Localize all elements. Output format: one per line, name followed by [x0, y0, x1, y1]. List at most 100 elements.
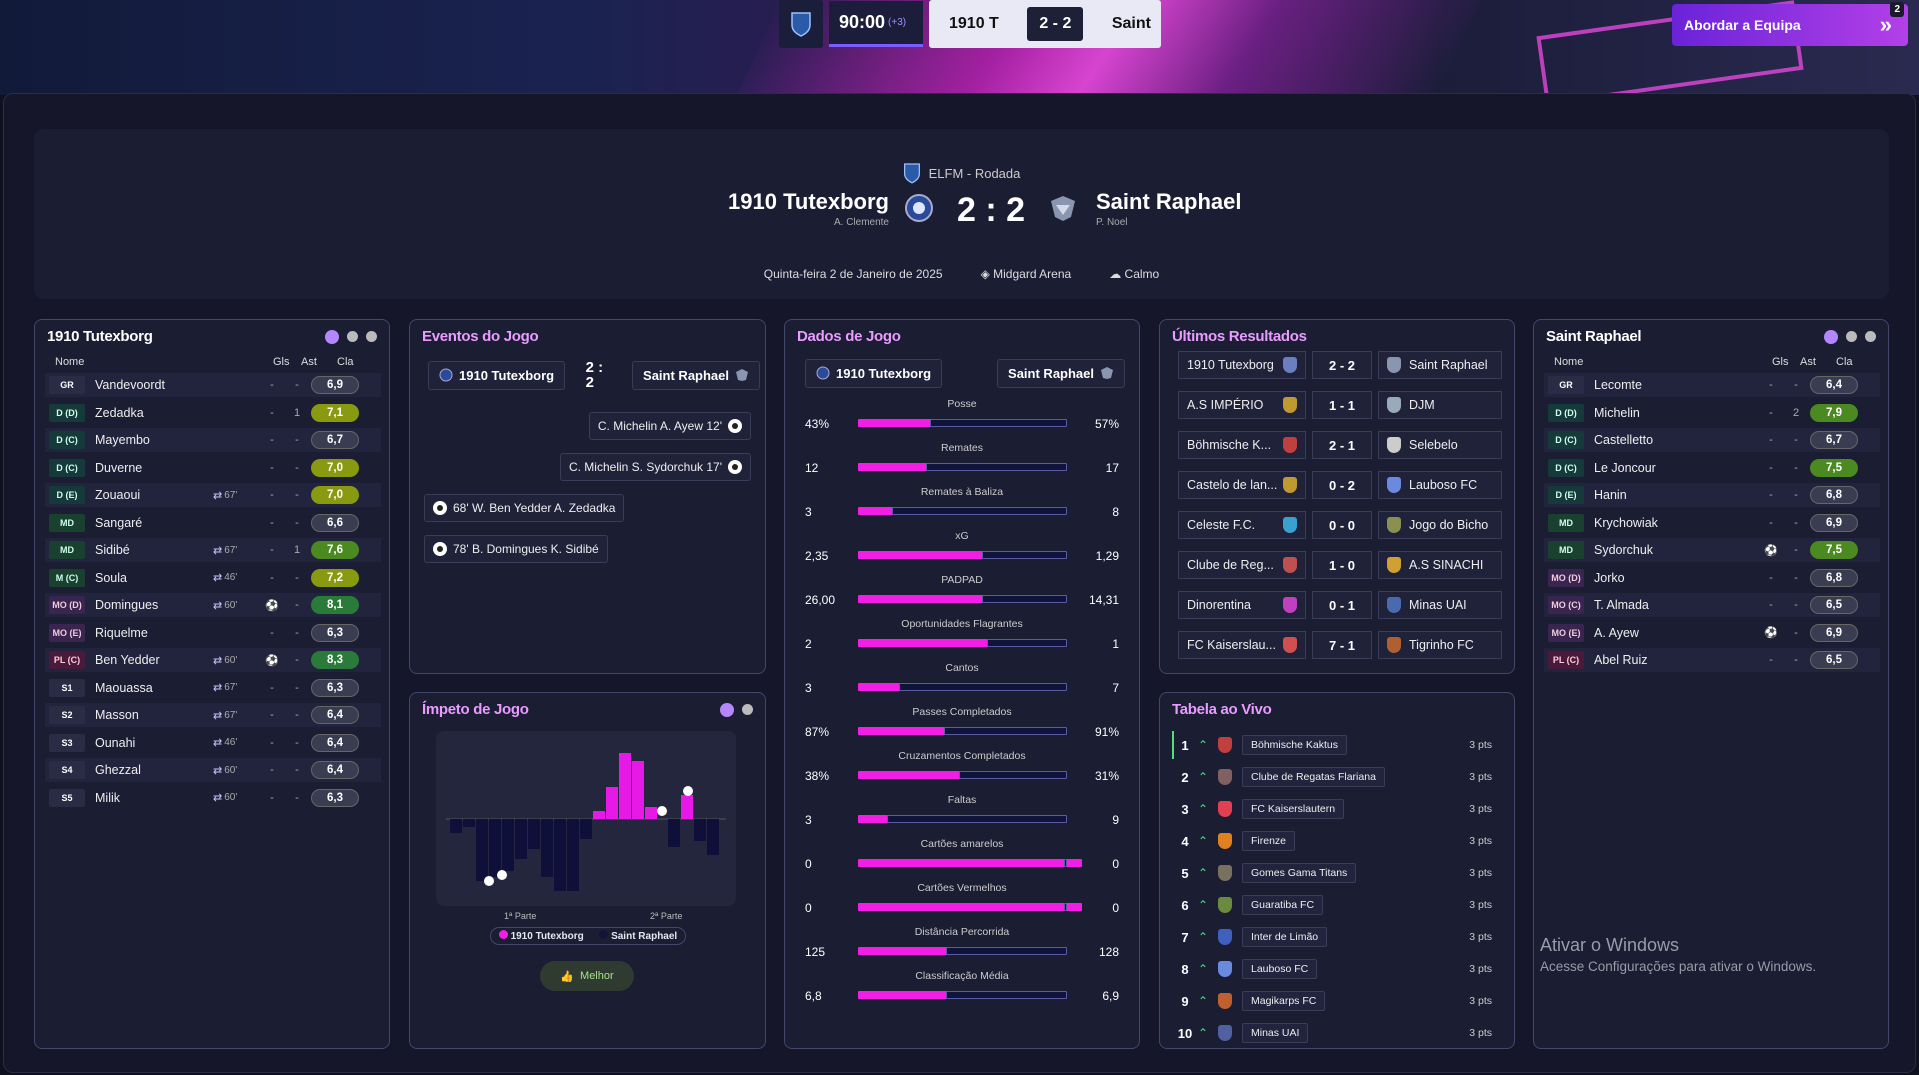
player-row[interactable]: MD Sidibé ⇄ 67' - 1 7,6 — [45, 538, 381, 562]
home-team-name[interactable]: 1910 Tutexborg A. Clemente — [728, 189, 889, 228]
player-row[interactable]: MD Sangaré - -6,6 — [45, 511, 381, 535]
player-row[interactable]: D (C) Le Joncour - -7,5 — [1544, 456, 1880, 480]
player-row[interactable]: MD Krychowiak - -6,9 — [1544, 511, 1880, 535]
event-goal[interactable]: C. Michelin A. Ayew 12' — [588, 412, 751, 440]
table-row[interactable]: 10 ⌃ Minas UAI 3 pts — [1172, 1019, 1502, 1047]
view-toggle-dot[interactable] — [742, 704, 753, 715]
table-row[interactable]: 2 ⌃ Clube de Regatas Flariana 3 pts — [1172, 763, 1502, 791]
table-row[interactable]: 4 ⌃ Firenze 3 pts — [1172, 827, 1502, 855]
table-row[interactable]: 9 ⌃ Magikarps FC 3 pts — [1172, 987, 1502, 1015]
substitution-icon: ⇄ — [213, 737, 223, 749]
player-row[interactable]: GR Lecomte - -6,4 — [1544, 373, 1880, 397]
player-name: Hanin — [1594, 488, 1627, 502]
club-crest-icon — [1387, 357, 1401, 373]
player-row[interactable]: MO (E) Riquelme - -6,3 — [45, 621, 381, 645]
result-row[interactable]: Dinorentina 0 - 1 Minas UAI — [1178, 591, 1504, 619]
club-crest-icon — [1387, 477, 1401, 493]
player-row[interactable]: D (D) Michelin - 2 7,9 — [1544, 401, 1880, 425]
player-row[interactable]: D (D) Zedadka - 1 7,1 — [45, 401, 381, 425]
player-row[interactable]: MD Sydorchuk ⚽1-7,5 — [1544, 538, 1880, 562]
player-row[interactable]: S1 Maouassa ⇄ 67' - -6,3 — [45, 676, 381, 700]
player-rating: 6,4 — [311, 733, 359, 752]
player-position: MD — [1548, 513, 1584, 532]
table-position: 2 — [1181, 769, 1189, 785]
away-lineup-title: Saint Raphael — [1546, 328, 1642, 345]
player-row[interactable]: S4 Ghezzal ⇄ 60' - -6,4 — [45, 758, 381, 782]
player-row[interactable]: MO (E) A. Ayew ⚽1-6,9 — [1544, 621, 1880, 645]
table-team: Böhmische Kaktus — [1242, 735, 1347, 755]
player-assists: - — [295, 791, 299, 804]
live-table-title: Tabela ao Vivo — [1172, 701, 1272, 718]
result-row[interactable]: Clube de Reg... 1 - 0 A.S SINACHI — [1178, 551, 1504, 579]
result-row[interactable]: 1910 Tutexborg 2 - 2 Saint Raphael — [1178, 351, 1504, 379]
player-event: ⇄ 67' — [213, 489, 238, 502]
view-toggle-dot[interactable] — [1824, 330, 1838, 344]
player-row[interactable]: MO (D) Domingues ⇄60' ⚽1-8,1 — [45, 593, 381, 617]
table-row[interactable]: 3 ⌃ FC Kaiserslautern 3 pts — [1172, 795, 1502, 823]
stat-home-bar — [858, 551, 1013, 559]
result-row[interactable]: Böhmische K... 2 - 1 Selebelo — [1178, 431, 1504, 459]
result-row[interactable]: Castelo de lan... 0 - 2 Lauboso FC — [1178, 471, 1504, 499]
result-row[interactable]: FC Kaiserslau... 7 - 1 Tigrinho FC — [1178, 631, 1504, 659]
player-goals: - — [270, 489, 274, 501]
best-moment-button[interactable]: 👍 Melhor — [540, 961, 634, 991]
player-row[interactable]: MO (C) T. Almada - -6,5 — [1544, 593, 1880, 617]
player-rating: 6,3 — [311, 788, 359, 807]
approach-team-button[interactable]: Abordar a Equipa » 2 — [1672, 2, 1908, 46]
player-goals: - — [270, 626, 274, 639]
player-row[interactable]: PL (C) Ben Yedder ⇄60' ⚽1-8,3 — [45, 648, 381, 672]
view-toggle-dot[interactable] — [1846, 331, 1857, 342]
table-points: 3 pts — [1469, 803, 1492, 815]
player-row[interactable]: S3 Ounahi ⇄ 46' - -6,4 — [45, 731, 381, 755]
player-name: Jorko — [1594, 570, 1625, 585]
player-row[interactable]: D (C) Castelletto - -6,7 — [1544, 428, 1880, 452]
player-row[interactable]: D (E) Hanin - -6,8 — [1544, 483, 1880, 507]
player-goals: - — [270, 434, 274, 446]
events-home-team: 1910 Tutexborg — [428, 360, 566, 390]
player-goals: ⚽1 — [1760, 626, 1782, 639]
goal-ball-icon: ⚽ — [265, 599, 279, 612]
stat-home-value: 2 — [805, 637, 812, 651]
player-name: Sangaré — [95, 515, 143, 530]
player-row[interactable]: D (E) Zouaoui ⇄ 67' - -7,0 — [45, 483, 381, 507]
player-row[interactable]: GR Vandevoordt - -6,9 — [45, 373, 381, 397]
table-row[interactable]: 7 ⌃ Inter de Limão 3 pts — [1172, 923, 1502, 951]
event-goal[interactable]: C. Michelin S. Sydorchuk 17' — [559, 453, 751, 481]
stat-label: Posse — [947, 398, 977, 410]
player-row[interactable]: D (C) Mayembo - -6,7 — [45, 428, 381, 452]
player-row[interactable]: MO (D) Jorko - -6,8 — [1544, 566, 1880, 590]
table-row[interactable]: 5 ⌃ Gomes Gama Titans 3 pts — [1172, 859, 1502, 887]
player-name: A. Ayew — [1594, 625, 1639, 640]
result-away: A.S SINACHI — [1378, 551, 1502, 579]
scoreboard[interactable]: 1910 T 2 - 2 Saint — [929, 0, 1161, 48]
player-goals: - — [1769, 489, 1773, 501]
table-row[interactable]: 6 ⌃ Guaratiba FC 3 pts — [1172, 891, 1502, 919]
player-position: S5 — [49, 788, 85, 807]
result-away: Saint Raphael — [1378, 351, 1502, 379]
view-toggle-dot[interactable] — [325, 330, 339, 344]
result-row[interactable]: Celeste F.C. 0 - 0 Jogo do Bicho — [1178, 511, 1504, 539]
view-toggle-dot[interactable] — [1865, 331, 1876, 342]
stat-away-bar — [982, 551, 1067, 559]
away-team-name[interactable]: Saint Raphael P. Noel — [1096, 189, 1242, 228]
event-goal[interactable]: 68' W. Ben Yedder A. Zedadka — [424, 494, 625, 522]
stat-label: xG — [955, 530, 969, 542]
stat-home-bar — [858, 595, 1013, 603]
player-row[interactable]: D (C) Duverne - -7,0 — [45, 456, 381, 480]
player-row[interactable]: M (C) Soula ⇄ 46' - -7,2 — [45, 566, 381, 590]
stat-home-bar — [858, 419, 961, 427]
table-row[interactable]: 1 ⌃ Böhmische Kaktus 3 pts — [1172, 731, 1502, 759]
stadium-info: ◈ Midgard Arena — [980, 267, 1072, 281]
player-row[interactable]: PL (C) Abel Ruiz - -6,5 — [1544, 648, 1880, 672]
view-toggle-dot[interactable] — [347, 331, 358, 342]
player-goals: - — [270, 461, 274, 474]
event-goal[interactable]: 78' B. Domingues K. Sidibé — [424, 535, 608, 563]
result-away: Minas UAI — [1378, 591, 1502, 619]
player-row[interactable]: S5 Milik ⇄ 60' - -6,3 — [45, 786, 381, 810]
view-toggle-dot[interactable] — [720, 703, 734, 717]
stat-label: Passes Completados — [912, 706, 1012, 718]
view-toggle-dot[interactable] — [366, 331, 377, 342]
result-row[interactable]: A.S IMPÉRIO 1 - 1 DJM — [1178, 391, 1504, 419]
table-row[interactable]: 8 ⌃ Lauboso FC 3 pts — [1172, 955, 1502, 983]
player-row[interactable]: S2 Masson ⇄ 67' - -6,4 — [45, 703, 381, 727]
